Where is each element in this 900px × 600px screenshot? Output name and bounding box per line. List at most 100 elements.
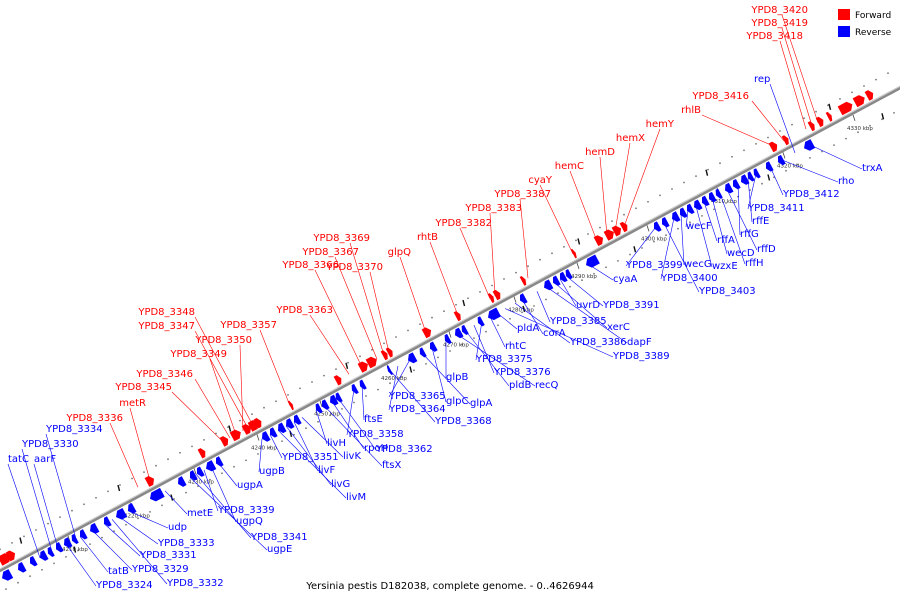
- reverse-gene-arrow[interactable]: [176, 476, 187, 488]
- reverse-gene-label[interactable]: pldA: [517, 323, 539, 334]
- reverse-gene-arrow[interactable]: [314, 403, 323, 414]
- reverse-gene-label[interactable]: YPD8_3332: [166, 578, 224, 589]
- forward-gene-arrow[interactable]: [619, 221, 630, 233]
- reverse-gene-label[interactable]: rep: [754, 74, 770, 85]
- reverse-gene-label[interactable]: YPD8_3411: [747, 203, 805, 214]
- forward-gene-arrow[interactable]: [197, 447, 208, 459]
- forward-gene-label[interactable]: YPD8_3357: [219, 320, 277, 331]
- reverse-gene-arrow[interactable]: [28, 555, 38, 568]
- reverse-gene-label[interactable]: pldB: [509, 380, 531, 391]
- reverse-gene-label[interactable]: ugpB: [259, 466, 285, 477]
- forward-gene-label[interactable]: YPD8_3346: [135, 369, 193, 380]
- reverse-gene-arrow[interactable]: [126, 502, 137, 515]
- reverse-gene-arrow[interactable]: [551, 275, 561, 288]
- forward-genes[interactable]: [0, 89, 876, 566]
- reverse-gene-arrow[interactable]: [746, 171, 755, 182]
- reverse-gene-arrow[interactable]: [78, 529, 88, 541]
- reverse-gene-arrow[interactable]: [188, 470, 198, 482]
- reverse-gene-label[interactable]: tatB: [108, 566, 129, 577]
- forward-gene-label[interactable]: YPD8_3367: [301, 247, 359, 258]
- reverse-gene-arrow[interactable]: [268, 427, 278, 439]
- forward-gene-label[interactable]: YPD8_3336: [65, 413, 123, 424]
- reverse-gene-label[interactable]: YPD8_3331: [139, 550, 197, 561]
- reverse-gene-label[interactable]: rffE: [752, 216, 769, 227]
- forward-gene-label[interactable]: hemY: [646, 119, 675, 130]
- reverse-gene-label[interactable]: YPD8_3400: [660, 273, 718, 284]
- reverse-gene-label[interactable]: aarF: [34, 454, 56, 465]
- reverse-gene-arrow[interactable]: [418, 347, 427, 358]
- reverse-gene-arrow[interactable]: [707, 191, 717, 204]
- reverse-gene-arrow[interactable]: [652, 221, 662, 233]
- forward-gene-arrow[interactable]: [241, 422, 254, 435]
- forward-gene-arrow[interactable]: [781, 134, 791, 146]
- reverse-gene-arrow[interactable]: [453, 327, 464, 340]
- forward-gene-arrow[interactable]: [825, 111, 834, 122]
- reverse-gene-label[interactable]: YPD8_3364: [388, 404, 446, 415]
- forward-gene-arrow[interactable]: [603, 228, 617, 241]
- reverse-gene-arrow[interactable]: [486, 307, 501, 322]
- reverse-gene-label[interactable]: YPD8_3341: [250, 532, 308, 543]
- reverse-gene-label[interactable]: cyaA: [613, 274, 638, 285]
- reverse-gene-label[interactable]: xerC: [607, 322, 630, 333]
- forward-gene-label[interactable]: YPD8_3369: [312, 233, 370, 244]
- reverse-gene-label[interactable]: uvrD: [576, 300, 600, 311]
- reverse-gene-label[interactable]: ftsE: [364, 414, 383, 425]
- reverse-gene-label[interactable]: YPD8_3385: [549, 316, 607, 327]
- reverse-gene-label[interactable]: YPD8_3365: [388, 391, 446, 402]
- reverse-gene-arrow[interactable]: [70, 533, 79, 545]
- reverse-gene-label[interactable]: rffG: [740, 229, 759, 240]
- forward-gene-arrow[interactable]: [807, 120, 817, 132]
- reverse-gene-label[interactable]: YPD8_3330: [21, 439, 79, 450]
- forward-gene-arrow[interactable]: [287, 400, 295, 411]
- forward-gene-arrow[interactable]: [219, 435, 231, 447]
- reverse-gene-arrow[interactable]: [260, 431, 271, 443]
- reverse-gene-arrow[interactable]: [428, 341, 438, 353]
- forward-gene-arrow[interactable]: [611, 224, 624, 237]
- forward-gene-arrow[interactable]: [519, 275, 528, 286]
- reverse-gene-arrow[interactable]: [700, 195, 710, 208]
- reverse-gene-label[interactable]: glpA: [470, 398, 492, 409]
- reverse-gene-label[interactable]: YPD8_3399: [625, 260, 683, 271]
- reverse-gene-label[interactable]: rho: [838, 176, 854, 187]
- reverse-gene-arrow[interactable]: [660, 217, 670, 229]
- reverse-gene-arrow[interactable]: [46, 546, 55, 558]
- forward-gene-label[interactable]: rhlB: [681, 105, 701, 116]
- forward-gene-label[interactable]: YPD8_3382: [434, 218, 492, 229]
- reverse-gene-arrow[interactable]: [88, 522, 100, 536]
- reverse-gene-label[interactable]: YPD8_3386: [569, 337, 627, 348]
- reverse-gene-label[interactable]: YPD8_3412: [782, 189, 840, 200]
- reverse-gene-label[interactable]: wecD: [727, 248, 755, 259]
- reverse-gene-label[interactable]: trxA: [862, 163, 883, 174]
- reverse-gene-arrow[interactable]: [38, 550, 49, 562]
- forward-gene-label[interactable]: hemC: [555, 161, 584, 172]
- forward-gene-arrow[interactable]: [768, 140, 780, 153]
- reverse-gene-label[interactable]: livF: [318, 465, 335, 476]
- forward-gene-label[interactable]: hemX: [616, 133, 645, 144]
- reverse-gene-arrow[interactable]: [148, 487, 165, 503]
- reverse-gene-label[interactable]: tatC: [8, 454, 29, 465]
- reverse-gene-arrow[interactable]: [328, 394, 339, 407]
- reverse-gene-label[interactable]: metE: [187, 508, 213, 519]
- reverse-gene-arrow[interactable]: [685, 203, 695, 216]
- reverse-gene-label[interactable]: livG: [331, 479, 350, 490]
- forward-gene-arrow[interactable]: [144, 474, 157, 487]
- reverse-gene-arrow[interactable]: [54, 542, 64, 554]
- reverse-gene-arrow[interactable]: [443, 333, 452, 345]
- reverse-gene-label[interactable]: YPD8_3376: [493, 367, 551, 378]
- reverse-gene-label[interactable]: udp: [168, 522, 187, 533]
- reverse-gene-arrow[interactable]: [195, 466, 205, 478]
- reverse-gene-label[interactable]: glpC: [446, 396, 468, 407]
- reverse-gene-label[interactable]: wecF: [686, 221, 712, 232]
- reverse-gene-arrow[interactable]: [386, 365, 394, 375]
- reverse-gene-label[interactable]: rhtC: [505, 341, 526, 352]
- reverse-gene-arrow[interactable]: [764, 161, 774, 173]
- forward-gene-arrow[interactable]: [593, 234, 606, 247]
- reverse-gene-arrow[interactable]: [802, 139, 816, 153]
- reverse-gene-arrow[interactable]: [670, 211, 681, 223]
- reverse-gene-arrow[interactable]: [350, 383, 359, 395]
- reverse-gene-label[interactable]: YPD8_3358: [346, 429, 404, 440]
- reverse-gene-arrow[interactable]: [16, 561, 27, 574]
- reverse-gene-label[interactable]: ftsX: [382, 460, 401, 471]
- forward-gene-arrow[interactable]: [815, 115, 826, 128]
- forward-gene-arrow[interactable]: [333, 374, 344, 386]
